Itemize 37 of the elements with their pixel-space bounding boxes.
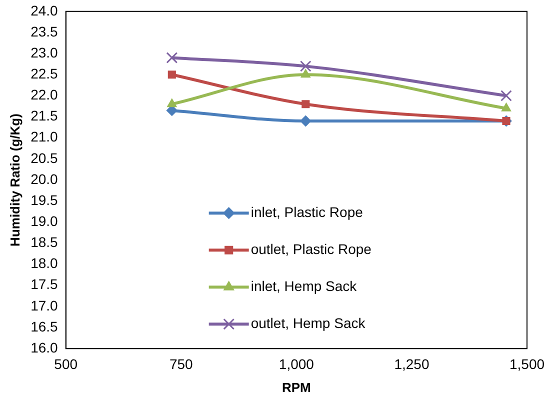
y-tick-label: 16.0 bbox=[30, 339, 58, 356]
point bbox=[302, 100, 310, 108]
point bbox=[168, 70, 176, 79]
y-tick-label: 17.0 bbox=[30, 297, 58, 314]
legend-label: inlet, Hemp Sack bbox=[250, 278, 358, 294]
point bbox=[300, 60, 312, 72]
y-tick-label: 23.5 bbox=[30, 23, 58, 40]
x-tick-label: 500 bbox=[54, 356, 78, 372]
y-tick-label: 18.0 bbox=[30, 255, 58, 272]
x-tick-label: 1,500 bbox=[509, 356, 545, 372]
y-tick-label: 19.5 bbox=[30, 192, 58, 208]
y-tick-label: 19.0 bbox=[30, 213, 58, 230]
x-axis-title: RPM bbox=[282, 380, 311, 395]
y-axis-title: Humidity Ratio (g/Kg) bbox=[7, 114, 22, 246]
point bbox=[166, 52, 178, 64]
y-tick-label: 22.5 bbox=[30, 65, 58, 82]
y-tick-label: 24.0 bbox=[30, 2, 58, 18]
legend-label: inlet, Plastic Rope bbox=[250, 204, 364, 220]
y-tick-label: 18.5 bbox=[30, 234, 58, 250]
legend-label: outlet, Hemp Sack bbox=[250, 314, 366, 331]
point bbox=[500, 90, 512, 102]
y-tick-label: 23.0 bbox=[30, 44, 58, 60]
point bbox=[300, 115, 312, 126]
x-tick-label: 750 bbox=[169, 356, 194, 372]
y-tick-label: 16.5 bbox=[30, 318, 58, 334]
x-tick-label: 1,250 bbox=[394, 356, 430, 372]
y-tick-label: 20.5 bbox=[30, 150, 58, 166]
point bbox=[501, 102, 512, 112]
y-tick-label: 22.0 bbox=[30, 86, 58, 103]
x-tick-label: 1,000 bbox=[278, 356, 314, 372]
y-tick-label: 21.5 bbox=[30, 108, 58, 124]
y-tick-label: 17.5 bbox=[30, 276, 58, 292]
point bbox=[167, 98, 177, 108]
y-tick-label: 21.0 bbox=[30, 128, 58, 145]
legend-label: outlet, Plastic Rope bbox=[250, 240, 372, 257]
y-tick-label: 20.0 bbox=[30, 170, 58, 187]
point bbox=[300, 69, 310, 78]
